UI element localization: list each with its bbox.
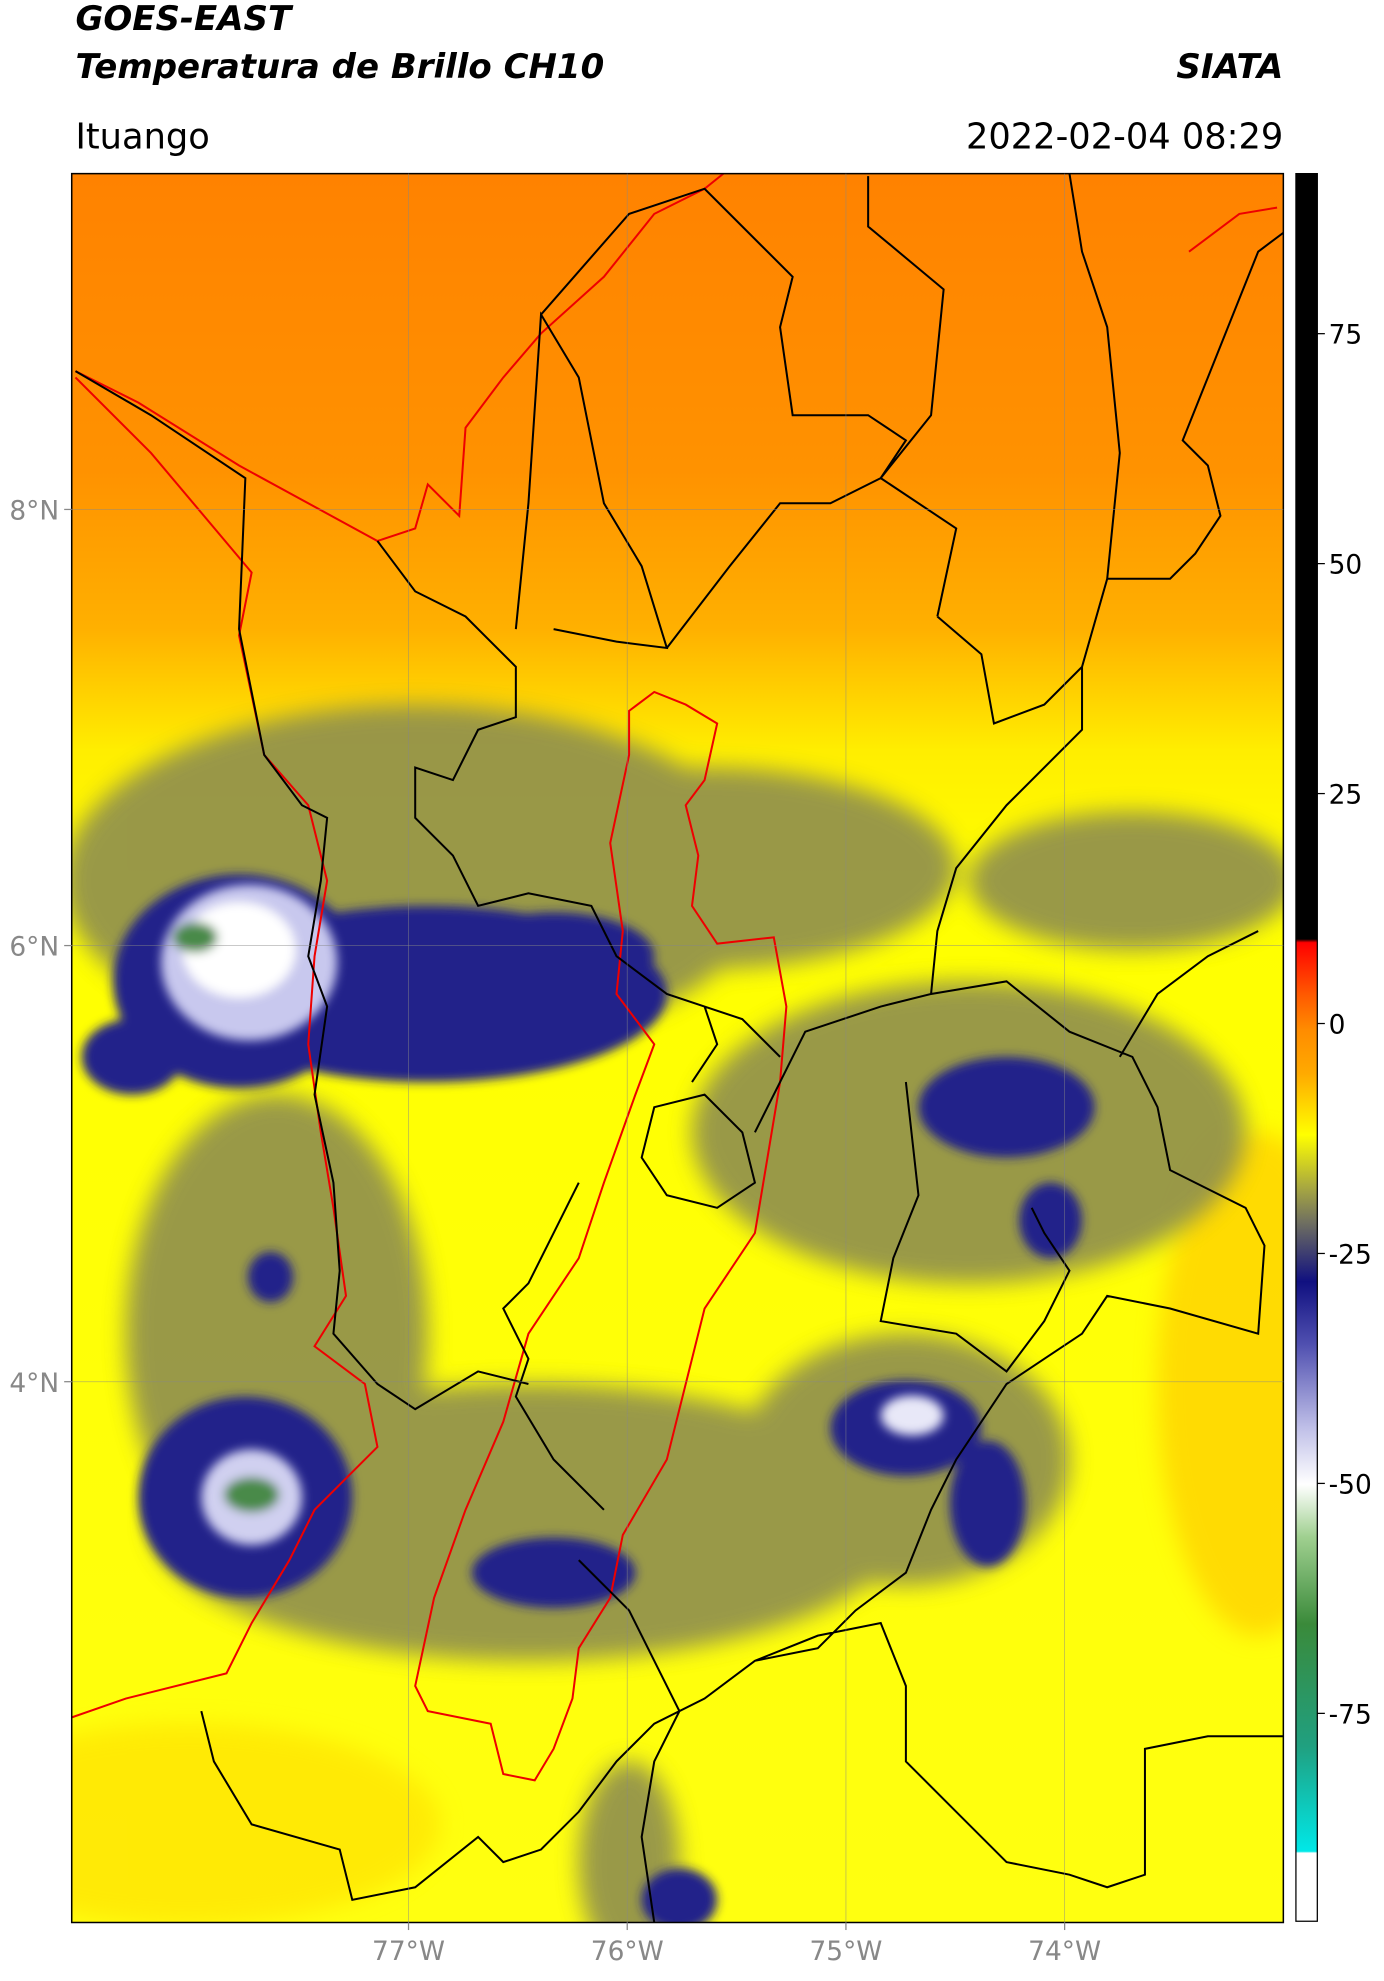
x-tick-label: 76°W [591,1936,664,1967]
map-image [71,173,1284,1923]
x-tick-label: 75°W [809,1936,882,1967]
y-tick-label: 8°N [9,496,59,527]
graticule [71,173,1284,1923]
colorbar-tick-label: -75 [1329,1699,1372,1730]
colorbar-tick-label: -50 [1329,1469,1372,1500]
map-frame [70,172,1285,1924]
y-tick-label: 4°N [9,1368,59,1399]
colorbar-tick-label: 50 [1329,550,1363,581]
y-tick-label: 6°N [9,932,59,963]
title: GOES-EAST [75,0,293,39]
x-tick-label: 77°W [372,1936,445,1967]
colorbar-tick-label: 75 [1329,320,1363,351]
colorbar-tick-label: 25 [1329,780,1363,811]
datetime: 2022-02-04 08:29 [966,116,1283,157]
colorbar-tick-label: -25 [1329,1240,1372,1271]
source: SIATA [1176,47,1283,87]
subtitle: Temperatura de Brillo CH10 [75,47,604,87]
colorbar [1295,172,1318,1922]
colorbar-tick-label: 0 [1329,1010,1346,1041]
x-tick-label: 74°W [1028,1936,1101,1967]
location: Ituango [75,116,209,157]
